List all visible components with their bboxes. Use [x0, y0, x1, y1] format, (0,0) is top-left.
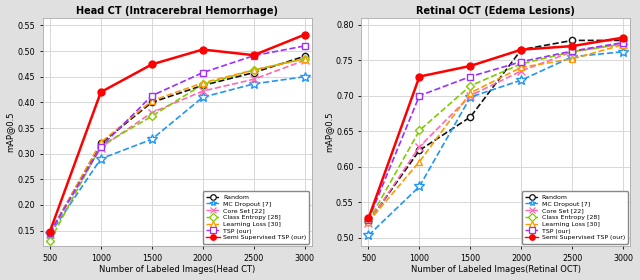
Legend: Random, MC Dropout [7], Core Set [22], Class Entropy [28], Learning Loss [30], T: Random, MC Dropout [7], Core Set [22], C… [522, 192, 628, 244]
X-axis label: Number of Labeled Images(Head CT): Number of Labeled Images(Head CT) [99, 265, 255, 274]
X-axis label: Number of Labeled Images(Retinal OCT): Number of Labeled Images(Retinal OCT) [411, 265, 581, 274]
Y-axis label: mAP@0.5: mAP@0.5 [324, 112, 333, 152]
Title: Retinal OCT (Edema Lesions): Retinal OCT (Edema Lesions) [417, 6, 575, 16]
Y-axis label: mAP@0.5: mAP@0.5 [6, 112, 15, 152]
Title: Head CT (Intracerebral Hemorrhage): Head CT (Intracerebral Hemorrhage) [76, 6, 278, 16]
Legend: Random, MC Dropout [7], Core Set [22], Class Entropy [28], Learning Loss [30], T: Random, MC Dropout [7], Core Set [22], C… [203, 192, 309, 244]
